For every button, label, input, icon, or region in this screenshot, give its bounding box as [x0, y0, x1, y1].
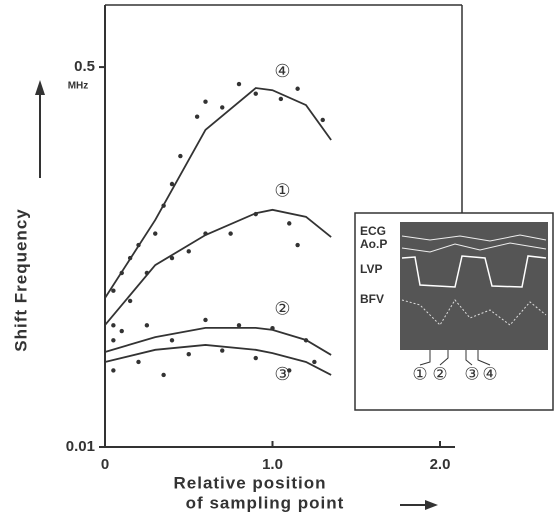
data-point [312, 359, 317, 365]
data-point [111, 288, 116, 293]
data-point [220, 105, 225, 110]
y-axis-label: Shift Frequency [11, 208, 30, 351]
data-point [220, 348, 225, 353]
curve-label: ④ [274, 61, 290, 81]
bfv-trace [401, 299, 547, 326]
data-point [127, 298, 133, 304]
fit-curve [104, 208, 332, 326]
data-point [203, 317, 208, 323]
inset-marker: ② [432, 364, 447, 383]
inset-marker: ① [412, 364, 427, 383]
inset-label: LVP [360, 262, 382, 276]
data-point [169, 181, 175, 187]
data-point [111, 323, 116, 328]
data-point [186, 352, 191, 357]
x-arrow-head [425, 500, 438, 510]
data-point [161, 372, 166, 378]
inset-marker: ④ [482, 364, 497, 383]
data-point [186, 249, 191, 254]
x-axis-label: Relative position [173, 473, 326, 492]
data-point [111, 368, 116, 373]
data-point [194, 114, 200, 119]
data-point [203, 99, 208, 104]
marker-leaders [419, 350, 491, 366]
ecg-trace [401, 234, 547, 242]
data-point [253, 355, 258, 361]
curve-label: ③ [274, 364, 290, 384]
x-tick-label: 2.0 [430, 456, 451, 473]
data-point [169, 255, 175, 261]
data-point [169, 338, 175, 343]
y-arrow-head [35, 80, 45, 95]
fit-curve [104, 326, 332, 356]
x-tick-label: 0 [101, 456, 109, 473]
curve-label: ② [274, 299, 290, 319]
data-point [278, 96, 284, 102]
inset-label: BFV [360, 292, 384, 306]
data-point [287, 368, 292, 373]
data-point [153, 231, 158, 236]
data-point [295, 242, 300, 248]
data-point [320, 117, 325, 123]
data-point [236, 81, 242, 87]
data-point [178, 153, 183, 159]
inset-label: Ao.P [360, 237, 387, 251]
y-unit: MHz [68, 81, 89, 92]
lvp-trace [401, 255, 547, 288]
inset-label: ECG [360, 224, 386, 238]
data-point [136, 359, 141, 365]
x-tick-label: 1.0 [262, 456, 283, 473]
fit-curve [104, 87, 332, 299]
data-point [119, 328, 124, 334]
inset-marker: ③ [464, 364, 479, 383]
aop-trace [401, 242, 547, 253]
data-point [287, 221, 292, 226]
data-point [236, 323, 242, 328]
data-point [111, 338, 116, 343]
data-point [295, 86, 300, 91]
y-tick-label: 0.01 [66, 438, 95, 455]
fit-curve [104, 344, 332, 376]
data-point [144, 323, 150, 328]
data-point [228, 231, 233, 236]
curve-label: ① [274, 181, 290, 201]
x-axis-label: of sampling point [186, 493, 345, 512]
y-tick-label: 0.5 [74, 58, 95, 75]
inset-image [400, 222, 548, 350]
data-point [253, 91, 258, 96]
